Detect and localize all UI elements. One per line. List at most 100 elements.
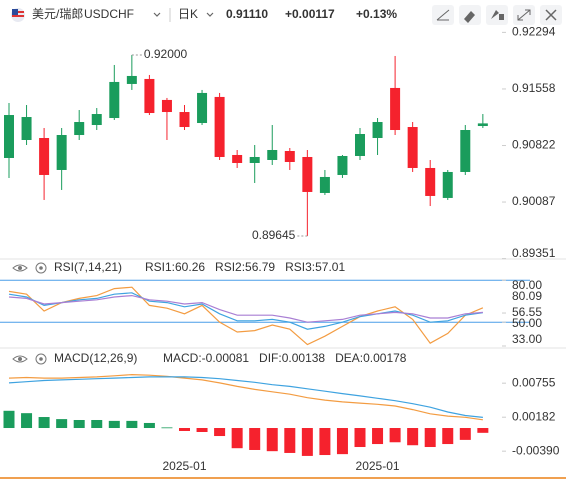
macd-bar <box>143 422 155 429</box>
macd-bar <box>21 413 33 429</box>
toolbar <box>432 5 562 25</box>
macd-bar <box>38 417 50 429</box>
macd-bar <box>108 420 120 429</box>
macd-title: MACD(12,26,9) <box>54 351 137 365</box>
candle-body <box>144 78 155 114</box>
y-tick-label: 0.89351 <box>512 246 556 260</box>
candle-body <box>337 155 348 175</box>
macd-bar <box>56 419 68 429</box>
macd-bar <box>126 420 138 429</box>
legend-entry: MACD:-0.00081 <box>163 351 249 365</box>
macd-bar <box>459 428 471 440</box>
symbol[interactable]: USDCHF <box>84 7 134 21</box>
candle-body <box>126 75 137 84</box>
candle-body <box>249 156 260 163</box>
candle-body <box>214 96 225 157</box>
y-tick-label: 33.00 <box>512 332 542 346</box>
y-tick-label: 0.90822 <box>512 138 556 152</box>
tool-icon <box>545 9 557 21</box>
macd-bar <box>372 428 384 445</box>
macd-bar <box>196 428 208 432</box>
macd-bar <box>354 428 366 448</box>
y-tick-label: 80.09 <box>512 289 542 303</box>
macd-bar <box>442 428 454 445</box>
legend-entry: DEA:0.00178 <box>335 351 407 365</box>
macd-bar <box>407 428 419 446</box>
rsi-title: RSI(7,14,21) <box>54 260 122 274</box>
macd-bar <box>214 428 226 437</box>
series-line <box>8 376 483 418</box>
macd-bar <box>284 428 296 453</box>
macd-bar <box>319 428 331 456</box>
macd-bar <box>336 428 348 455</box>
period[interactable]: 日K <box>178 7 198 21</box>
y-tick-label: 0.00182 <box>512 409 556 423</box>
candle-body <box>284 150 295 162</box>
macd-bar <box>249 428 261 450</box>
candle-body <box>74 122 85 136</box>
candle-body <box>21 117 32 141</box>
macd-bar <box>424 428 436 448</box>
candle-body <box>109 81 120 119</box>
candle-body <box>372 122 383 139</box>
candle-body <box>197 92 208 124</box>
y-tick-label: 0.91558 <box>512 81 556 95</box>
candle-body <box>179 112 190 128</box>
low-label: 0.89645 <box>252 228 296 242</box>
series-line <box>8 373 483 421</box>
legend-entry: RSI2:56.79 <box>215 260 275 274</box>
macd-icons <box>12 353 47 365</box>
tool-icon <box>464 11 475 23</box>
tool-icon <box>491 10 504 20</box>
dropdown-arrow[interactable] <box>153 12 161 17</box>
macd-bar <box>477 428 489 433</box>
macd-bar <box>3 410 15 429</box>
candle-body <box>477 123 488 127</box>
candle-body <box>39 138 50 175</box>
candle-body <box>407 127 418 168</box>
tool-icon <box>436 9 450 21</box>
y-tick-label: 0.92294 <box>512 25 556 39</box>
change: +0.00117 <box>285 7 335 21</box>
legend-entry: RSI1:60.26 <box>145 260 205 274</box>
pair-name: 美元/瑞郎 <box>32 7 83 21</box>
candle-body <box>319 176 330 193</box>
candle-body <box>425 167 436 196</box>
macd-bar <box>73 419 85 429</box>
macd-bar <box>91 419 103 429</box>
tool-button[interactable] <box>486 5 508 25</box>
y-tick-label: 50.00 <box>512 316 542 330</box>
y-tick-label: 80.00 <box>512 278 542 292</box>
change-pct: +0.13% <box>356 7 397 21</box>
dropdown-arrow[interactable] <box>206 12 214 17</box>
legend-entry: RSI3:57.01 <box>285 260 345 274</box>
candle-body <box>390 87 401 131</box>
candle-body <box>4 115 14 158</box>
price: 0.91110 <box>226 7 268 21</box>
candle-body <box>355 134 365 156</box>
macd-bar <box>266 428 278 452</box>
macd-bar <box>179 428 190 431</box>
candle-body <box>442 171 453 198</box>
y-tick-label: 0.90087 <box>512 194 556 208</box>
candle-body <box>56 135 67 170</box>
macd-bar <box>301 428 313 456</box>
candle-body <box>91 114 102 126</box>
candle-body <box>267 149 278 160</box>
candle-body <box>161 99 172 113</box>
legend-entry: DIF:0.00138 <box>259 351 325 365</box>
x-tick-label: 2025-01 <box>356 459 400 473</box>
macd-bar <box>389 428 401 443</box>
x-tick-label: 2025-01 <box>162 459 206 473</box>
y-tick-label: -0.00390 <box>512 443 560 457</box>
candle-body <box>302 156 313 192</box>
tool-icon <box>517 9 531 21</box>
y-tick-label: 0.00755 <box>512 375 556 389</box>
high-label: 0.92000 <box>144 47 188 61</box>
flag-icon <box>11 8 25 22</box>
series-line <box>8 294 483 323</box>
macd-bar <box>161 427 173 429</box>
